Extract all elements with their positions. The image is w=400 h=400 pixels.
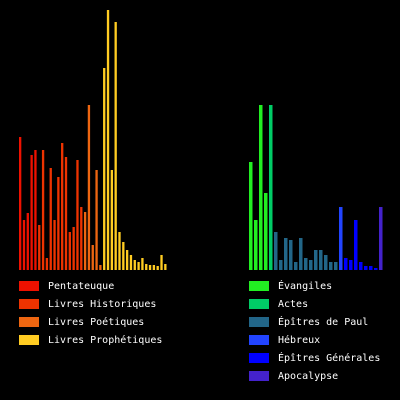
bar (269, 105, 273, 270)
bar (309, 260, 313, 270)
bar (95, 170, 98, 270)
legend-label: Épîtres de Paul (278, 315, 368, 328)
bar (49, 168, 52, 270)
bar (41, 150, 45, 270)
bar (99, 265, 102, 270)
bar (122, 242, 125, 270)
bar (80, 207, 83, 270)
bar (349, 260, 353, 270)
bar (334, 262, 338, 270)
legend-label: Hébreux (278, 334, 320, 346)
bar (141, 258, 144, 270)
legend-label: Pentateuque (48, 281, 114, 292)
legend-label: Apocalypse (278, 371, 338, 382)
bar (145, 264, 148, 270)
legend-swatch (249, 281, 269, 291)
bar (324, 255, 328, 270)
bar (103, 68, 106, 270)
legend-swatch (249, 371, 269, 381)
bar (53, 220, 56, 270)
bar (64, 157, 68, 270)
legend-swatch (249, 299, 269, 309)
bar (259, 105, 263, 270)
bar (379, 207, 383, 270)
bar (83, 212, 87, 270)
bar (87, 105, 91, 270)
bar (359, 262, 363, 270)
legend-label: Épîtres Générales (278, 351, 380, 364)
legend-label: Actes (278, 299, 308, 310)
bar (72, 227, 75, 270)
bar (137, 262, 140, 270)
bar (304, 258, 308, 270)
bar (30, 155, 33, 270)
bar (344, 258, 348, 270)
bar (68, 232, 71, 270)
legend-swatch (19, 335, 39, 345)
bar (148, 265, 152, 270)
bar (339, 207, 343, 270)
bar (289, 240, 293, 270)
bar (264, 193, 268, 270)
legend-swatch (249, 335, 269, 345)
legend-label: Livres Historiques (48, 299, 156, 310)
bar (118, 232, 121, 270)
bar (38, 225, 41, 270)
legend-swatch (249, 353, 269, 363)
legend-label: Livres Poétiques (48, 316, 144, 328)
bar (274, 232, 278, 270)
legend-swatch (19, 317, 39, 327)
bar (164, 264, 167, 270)
bar (319, 250, 323, 270)
legend-swatch (19, 299, 39, 309)
bar (369, 266, 373, 270)
legend-swatch (249, 317, 269, 327)
bar (299, 238, 303, 270)
bar (129, 255, 133, 270)
bar (125, 250, 129, 270)
bar (160, 255, 163, 270)
bar (354, 220, 358, 270)
bar (57, 177, 60, 270)
legend-label: Livres Prophétiques (48, 334, 162, 346)
bar (249, 162, 253, 270)
bar (279, 260, 283, 270)
legend-label: Évangiles (278, 279, 332, 292)
bar (19, 137, 22, 270)
legend-swatch (19, 281, 39, 291)
bar (76, 160, 79, 270)
bar (34, 150, 37, 270)
bar (284, 238, 288, 270)
bar (152, 265, 156, 270)
bar (156, 266, 159, 270)
bar (26, 213, 29, 270)
bar (364, 266, 368, 270)
bar (61, 143, 64, 270)
bar (294, 262, 298, 270)
bar (91, 245, 94, 270)
bar (110, 170, 114, 270)
bar (329, 262, 333, 270)
bar (133, 260, 136, 270)
bar (314, 250, 318, 270)
bar (114, 22, 117, 270)
bar (254, 220, 258, 270)
bar (22, 220, 26, 270)
bar (45, 258, 49, 270)
bar (106, 10, 110, 270)
bar (374, 268, 378, 270)
